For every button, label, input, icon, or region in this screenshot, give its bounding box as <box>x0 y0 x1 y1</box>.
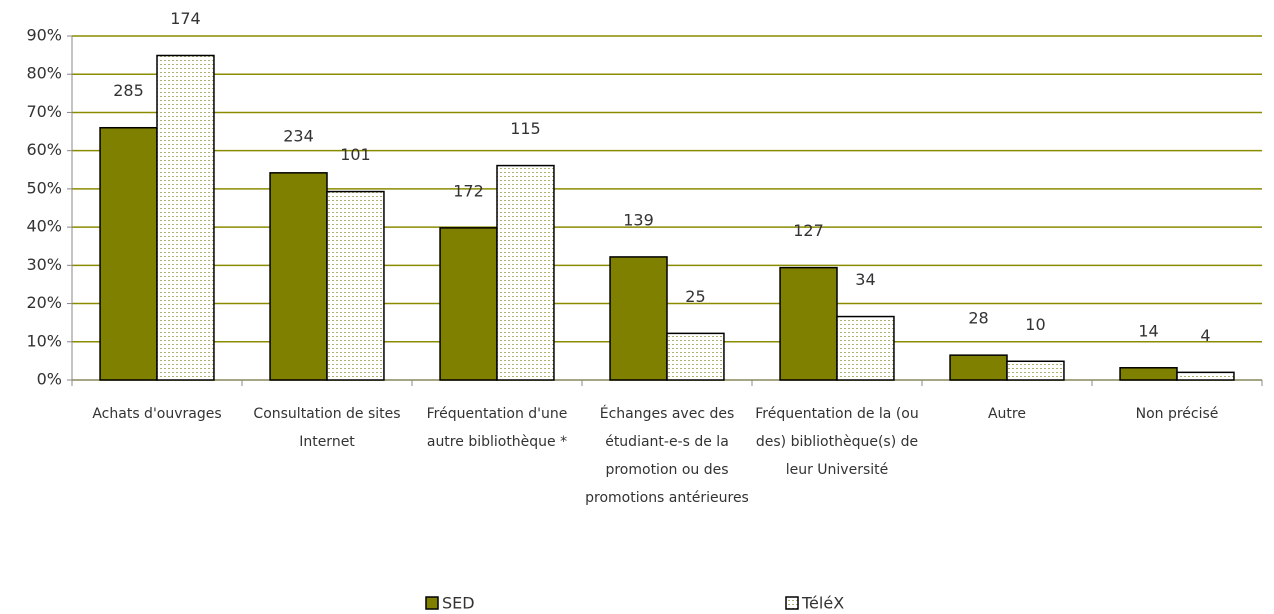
data-label: 14 <box>1138 321 1158 340</box>
y-tick-label: 20% <box>26 293 62 312</box>
bar <box>496 164 555 381</box>
bar <box>779 266 838 381</box>
y-tick-label: 90% <box>26 26 62 45</box>
bar <box>1176 371 1235 381</box>
data-label: 174 <box>170 9 201 28</box>
data-label: 172 <box>453 181 484 200</box>
bar <box>99 126 158 381</box>
data-label: 139 <box>623 210 654 229</box>
bar <box>1006 360 1065 381</box>
bar <box>1119 367 1178 381</box>
legend-swatch <box>785 596 799 610</box>
data-label: 127 <box>793 221 824 240</box>
x-tick-label: Non précisé <box>1135 406 1219 422</box>
y-tick-label: 40% <box>26 217 62 236</box>
bar <box>666 332 725 381</box>
x-tick-label: Autre <box>987 406 1026 422</box>
y-tick-label: 50% <box>26 178 62 197</box>
data-label: 28 <box>968 309 988 328</box>
data-label: 25 <box>685 287 705 306</box>
x-tick-label: Fréquentation d'une autre bibliothèque * <box>426 406 568 450</box>
bar <box>836 315 895 381</box>
y-tick-label: 10% <box>26 331 62 350</box>
legend-label: TéléX <box>801 594 844 613</box>
data-label: 10 <box>1025 315 1045 334</box>
y-tick-label: 0% <box>37 370 62 389</box>
data-label: 115 <box>510 119 541 138</box>
data-label: 234 <box>283 126 314 145</box>
legend-label: SED <box>442 594 475 613</box>
x-tick-label: Achats d'ouvrages <box>92 406 222 422</box>
y-tick-label: 70% <box>26 102 62 121</box>
x-tick-label: Échanges avec des étudiant-e-s de la pro… <box>585 406 749 506</box>
bar <box>949 354 1008 381</box>
x-tick-label: Fréquentation de la (ou des) bibliothèqu… <box>755 406 919 478</box>
y-tick-label: 30% <box>26 255 62 274</box>
data-label: 285 <box>113 81 144 100</box>
data-label: 101 <box>340 145 371 164</box>
bar <box>439 227 498 381</box>
bar <box>609 256 668 381</box>
data-label: 4 <box>1200 326 1210 345</box>
bar <box>269 172 328 381</box>
y-tick-label: 80% <box>26 64 62 83</box>
bar <box>156 54 215 381</box>
data-label: 34 <box>855 270 875 289</box>
bar <box>326 190 385 381</box>
y-tick-label: 60% <box>26 140 62 159</box>
legend-swatch <box>425 596 439 610</box>
x-tick-label: Consultation de sites Internet <box>253 406 401 450</box>
